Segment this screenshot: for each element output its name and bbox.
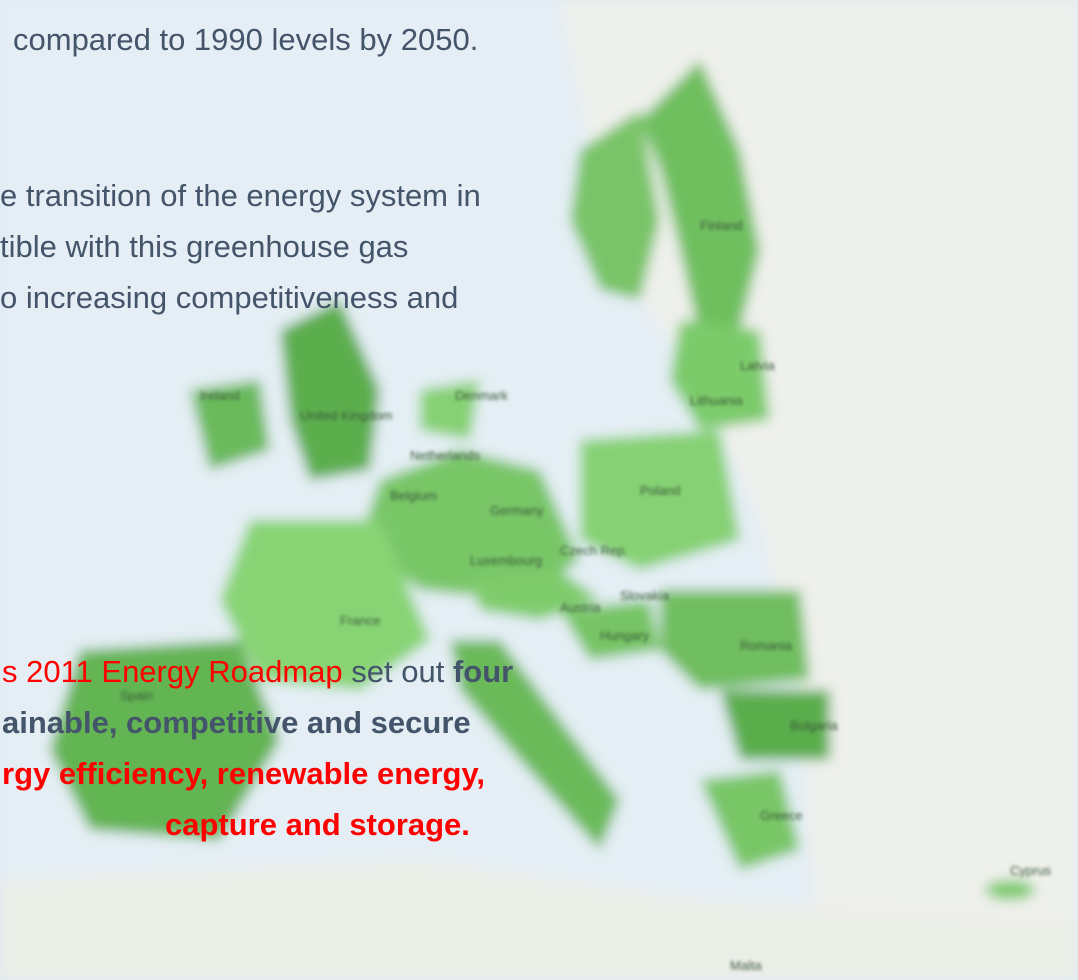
map-label: Cyprus	[1010, 863, 1052, 878]
text-line: rgy efficiency, renewable energy,	[2, 756, 485, 791]
text-run: tible with this greenhouse gas	[0, 229, 408, 264]
map-label: Netherlands	[410, 448, 481, 463]
text-run: four	[453, 654, 513, 689]
text-line: e transition of the energy system in	[0, 178, 481, 213]
map-label: Czech Rep.	[560, 543, 628, 558]
map-label: Latvia	[740, 358, 775, 373]
map-label: Denmark	[455, 388, 508, 403]
map-label: Greece	[760, 808, 803, 823]
map-label: United Kingdom	[300, 408, 393, 423]
map-label: Finland	[700, 218, 743, 233]
map-label: Luxembourg	[470, 553, 542, 568]
map-label: Spain	[120, 688, 153, 703]
slide: Finland Latvia Lithuania Ireland United King…	[0, 0, 1078, 980]
map-label: Ireland	[200, 388, 240, 403]
text-run: s 2011 Energy Roadmap	[2, 654, 343, 689]
map-label: Bulgaria	[790, 718, 838, 733]
map-label: Poland	[640, 483, 680, 498]
map-label: Belgium	[390, 488, 437, 503]
page: Finland Latvia Lithuania Ireland United King…	[0, 0, 1078, 980]
text-line: capture and storage.	[165, 807, 470, 842]
text-run: compared to 1990 levels by 2050.	[13, 22, 478, 57]
text-line: tible with this greenhouse gas	[0, 229, 408, 264]
map-label: Hungary	[600, 628, 650, 643]
map-label: Austria	[560, 600, 601, 615]
text-run: set out	[343, 654, 453, 689]
map-label: France	[340, 613, 380, 628]
map-label: Slovakia	[620, 588, 670, 603]
map-label: Romania	[740, 638, 793, 653]
text-run: e transition of the energy system in	[0, 178, 481, 213]
map-label: Malta	[730, 958, 763, 973]
map	[0, 0, 1078, 980]
text-run: capture and storage.	[165, 807, 470, 842]
text-run: ainable, competitive and secure	[2, 705, 471, 740]
text-line: compared to 1990 levels by 2050.	[13, 22, 478, 57]
map-label: Germany	[490, 503, 544, 518]
text-line: ainable, competitive and secure	[2, 705, 471, 740]
map-label: Lithuania	[690, 393, 744, 408]
text-line: s 2011 Energy Roadmap set out four	[2, 654, 513, 689]
text-line: o increasing competitiveness and	[0, 280, 458, 315]
text-run: rgy efficiency, renewable energy,	[2, 756, 485, 791]
text-run: o increasing competitiveness and	[0, 280, 458, 315]
